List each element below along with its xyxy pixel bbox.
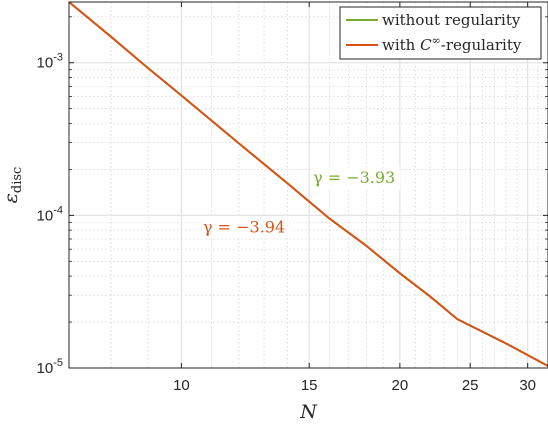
x-tick-label: 25 <box>462 377 479 394</box>
annotations: γ = −3.93 γ = −3.94 <box>202 167 401 239</box>
y-tick-label: 10-3 <box>37 52 63 72</box>
y-tick-labels: 10-510-410-3 <box>37 52 63 377</box>
slope-annotation-with-regularity: γ = −3.94 <box>203 217 285 236</box>
y-axis-label-sub: disc <box>10 167 25 193</box>
y-tick-label-base: 10 <box>37 360 54 377</box>
legend-label-sup: ∞ <box>432 34 441 47</box>
slope-annotation-without-regularity: γ = −3.93 <box>313 168 395 187</box>
y-tick-label-exp: -3 <box>53 52 63 64</box>
legend-label-var: C <box>420 36 432 54</box>
plot-frame <box>68 1 548 369</box>
x-tick-label: 15 <box>301 377 318 394</box>
x-axis-label: N <box>299 401 318 423</box>
series-line-with-regularity <box>68 1 548 367</box>
x-tick-label: 30 <box>519 377 536 394</box>
y-tick-label-base: 10 <box>37 55 54 72</box>
y-tick-label-exp: -5 <box>53 357 63 369</box>
y-tick-label: 10-5 <box>37 357 63 377</box>
legend: without regularity with C∞-regularity <box>339 6 542 60</box>
y-axis-label-base: ε <box>0 193 22 203</box>
legend-box <box>339 6 542 60</box>
y-tick-label-base: 10 <box>37 207 54 224</box>
annotation-background <box>202 216 291 239</box>
series-lines <box>68 1 548 367</box>
legend-label-prefix: with <box>382 36 420 54</box>
legend-label-suffix: -regularity <box>441 36 522 54</box>
x-tick-label: 10 <box>173 377 190 394</box>
legend-label-with-regularity: with C∞-regularity <box>382 34 522 54</box>
x-tick-label: 20 <box>392 377 409 394</box>
annotation-background <box>312 167 401 190</box>
y-tick-label: 10-4 <box>37 204 63 224</box>
x-tick-labels: 10 15 20 25 30 <box>173 377 536 394</box>
y-axis-label: εdisc <box>0 167 25 204</box>
legend-label-without-regularity: without regularity <box>382 11 521 29</box>
y-tick-label-exp: -4 <box>53 204 63 216</box>
